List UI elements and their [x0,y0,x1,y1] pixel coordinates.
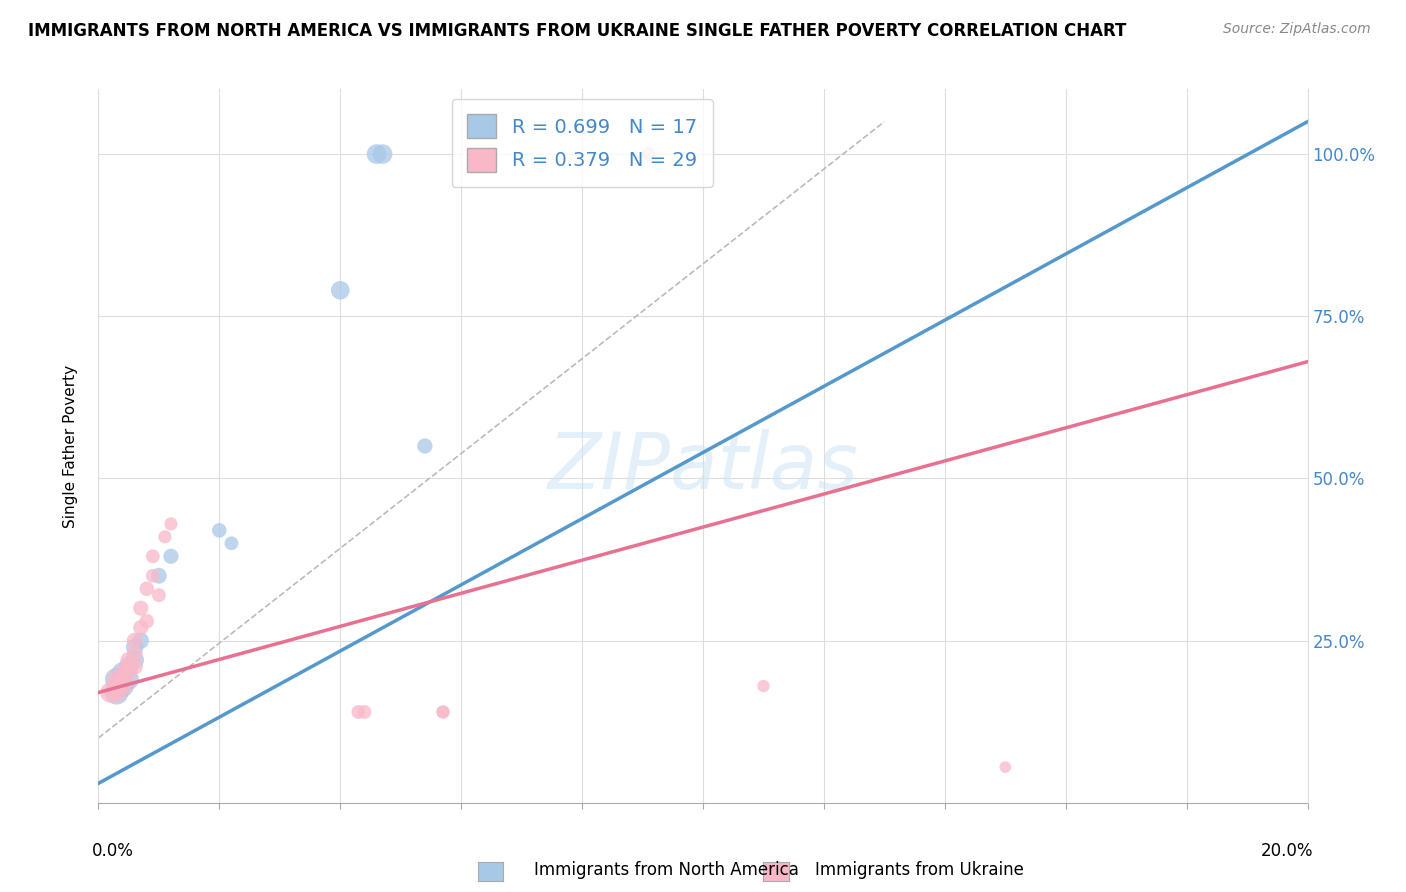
Point [118,659,141,673]
Point [129,601,152,615]
Text: Immigrants from Ukraine: Immigrants from Ukraine [815,861,1025,879]
Text: 0.0%: 0.0% [93,842,134,860]
Point [142,549,165,564]
Point [118,659,141,673]
Point [160,549,183,564]
Point [353,705,375,719]
Text: Immigrants from North America: Immigrants from North America [534,861,799,879]
Point [124,640,146,654]
Point [111,679,134,693]
Point [432,705,454,719]
Point [160,516,183,531]
Text: IMMIGRANTS FROM NORTH AMERICA VS IMMIGRANTS FROM UKRAINE SINGLE FATHER POVERTY C: IMMIGRANTS FROM NORTH AMERICA VS IMMIGRA… [28,22,1126,40]
Point [366,147,388,161]
Point [994,760,1017,774]
Point [432,705,454,719]
Point [105,673,128,687]
Text: 20.0%: 20.0% [1261,842,1313,860]
Point [111,666,134,681]
Point [208,524,231,538]
Point [105,673,128,687]
Point [118,666,141,681]
Point [124,647,146,661]
Point [111,679,134,693]
Point [100,685,122,699]
Point [118,653,141,667]
Point [105,685,128,699]
Point [347,705,370,719]
Point [142,568,165,582]
Point [221,536,243,550]
Point [111,666,134,681]
Y-axis label: Single Father Poverty: Single Father Poverty [63,365,77,527]
Point [637,147,659,161]
Point [124,653,146,667]
Point [111,673,134,687]
Point [148,588,170,602]
Text: Source: ZipAtlas.com: Source: ZipAtlas.com [1223,22,1371,37]
Point [124,659,146,673]
Point [329,283,352,297]
Point [371,147,394,161]
Point [153,530,176,544]
Point [105,685,128,699]
Point [129,621,152,635]
Point [135,614,157,628]
Point [752,679,775,693]
Point [124,633,146,648]
Point [118,673,141,687]
Legend: R = 0.699   N = 17, R = 0.379   N = 29: R = 0.699 N = 17, R = 0.379 N = 29 [451,99,713,187]
Point [129,633,152,648]
Point [148,568,170,582]
Point [105,679,128,693]
Point [413,439,436,453]
Text: ZIPatlas: ZIPatlas [547,429,859,506]
Point [135,582,157,596]
